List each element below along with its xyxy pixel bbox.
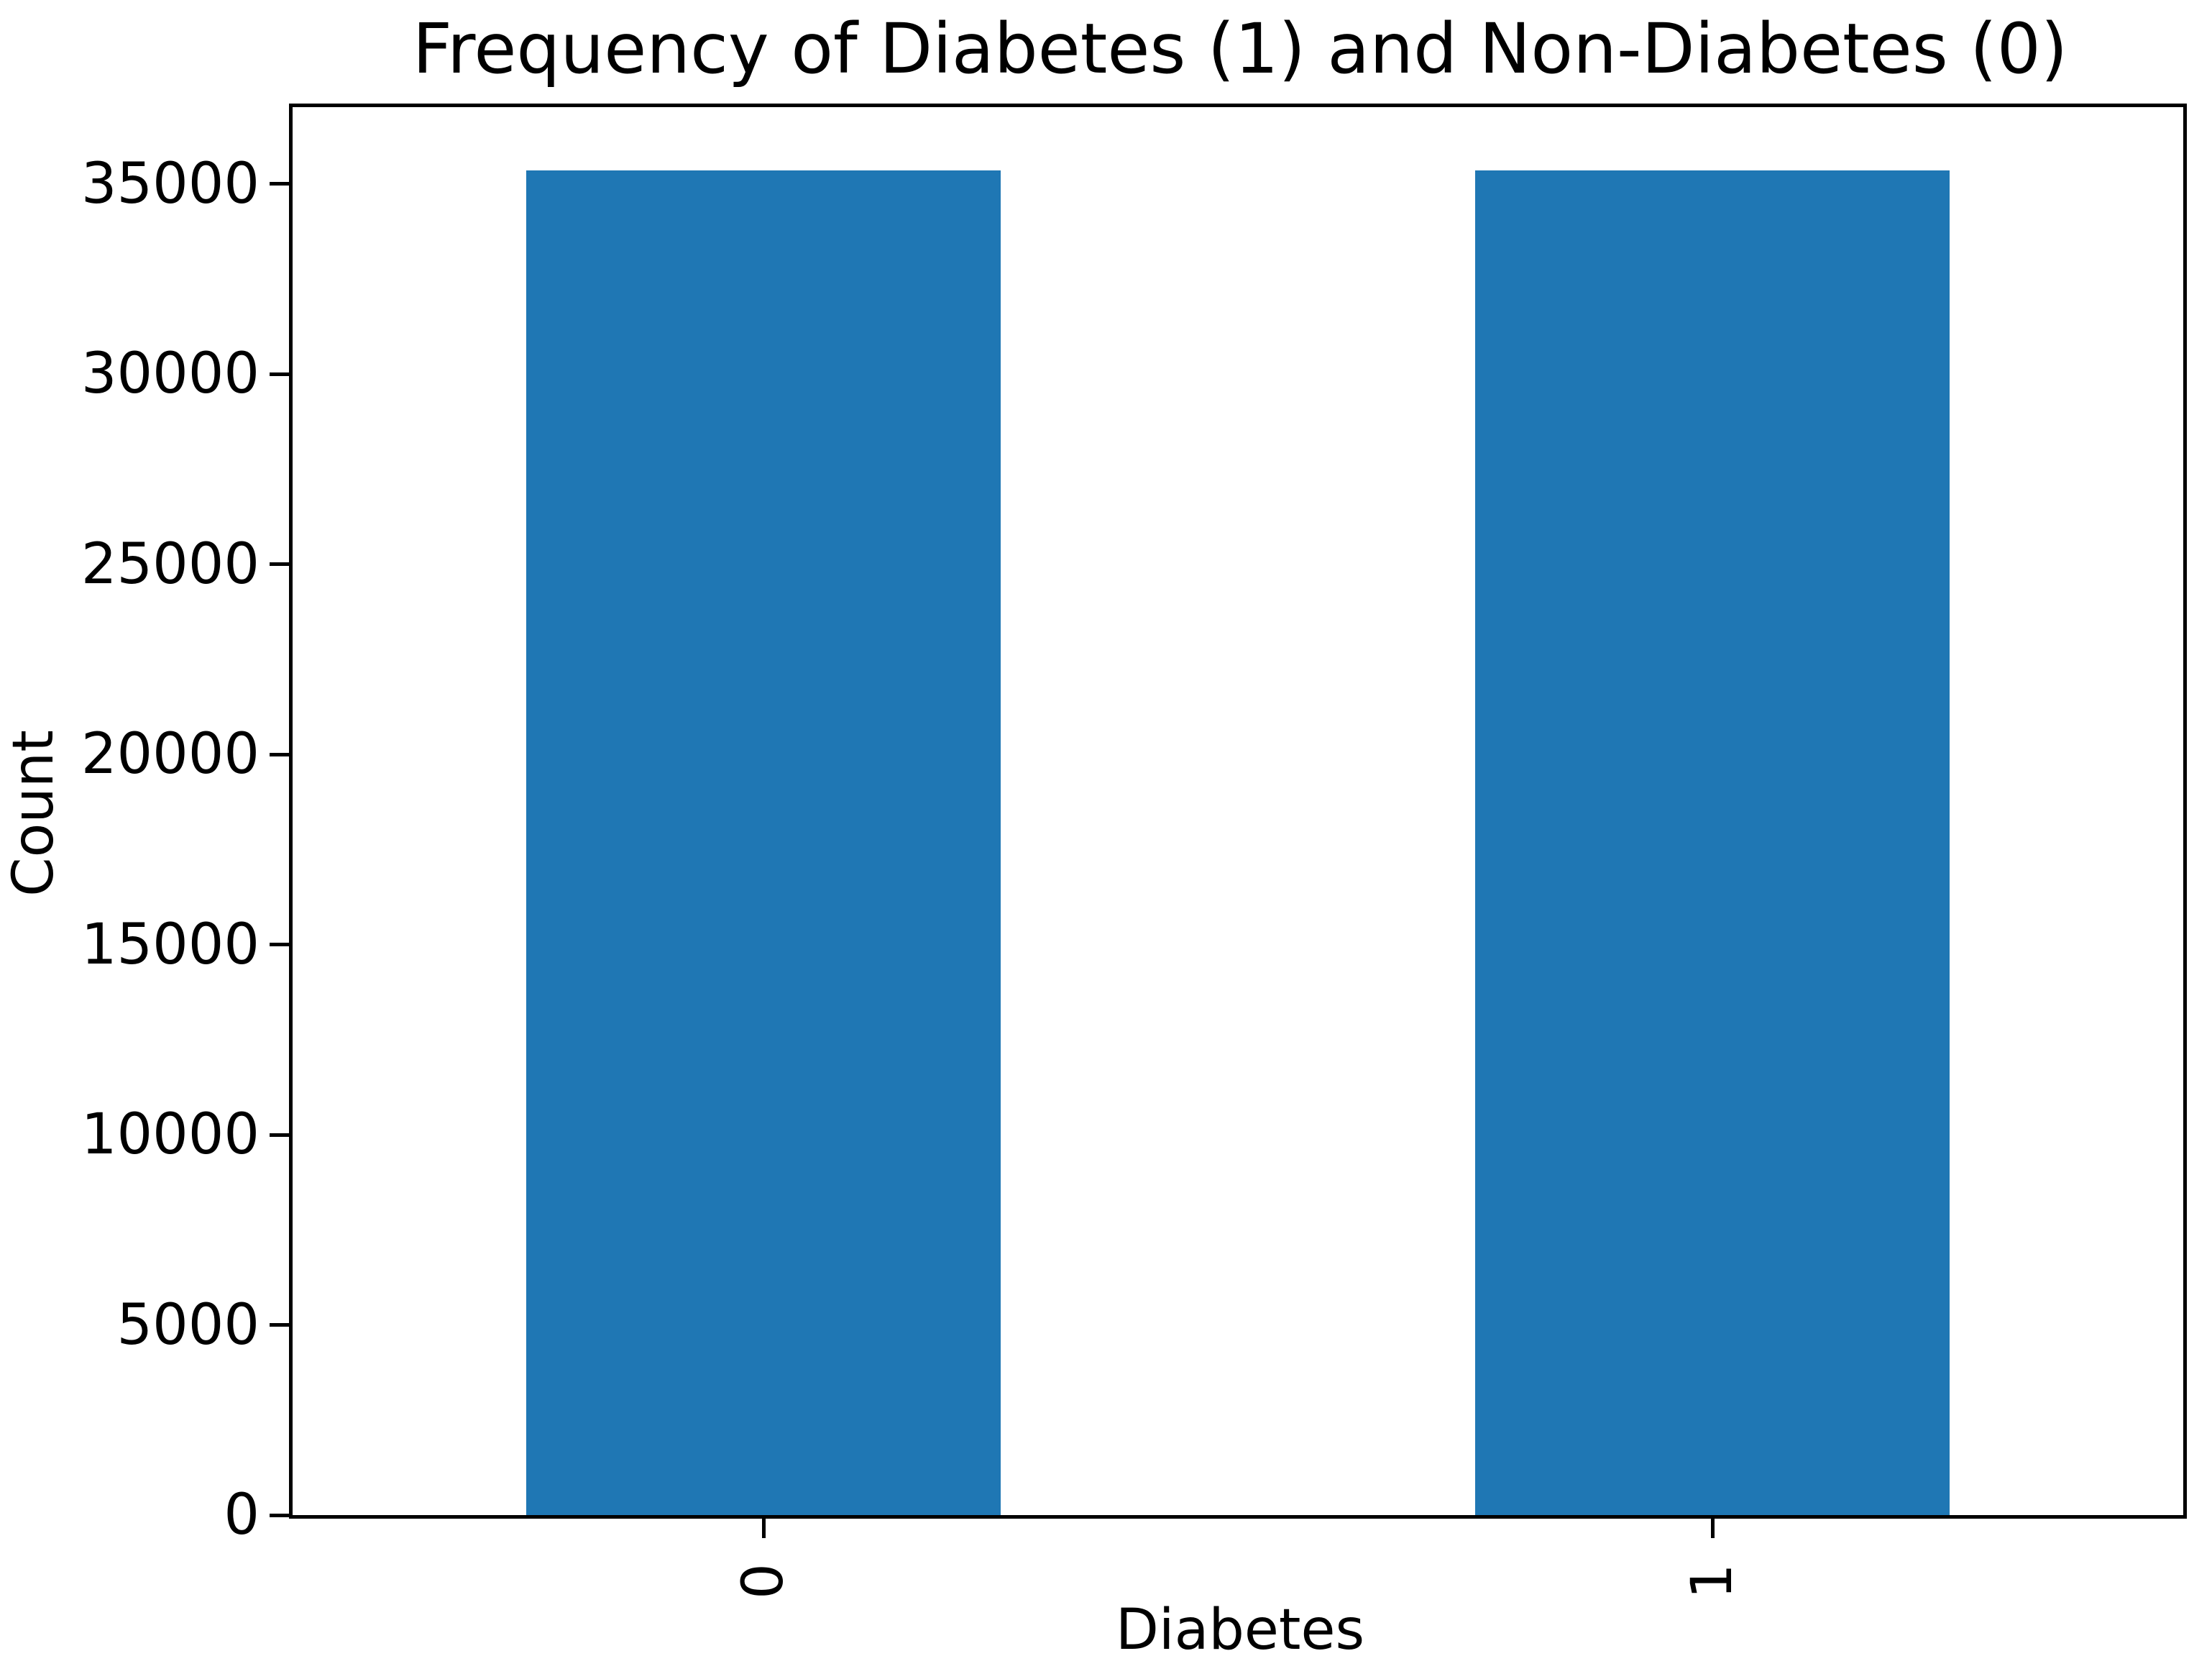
- x-axis-label: Diabetes: [1115, 1598, 1365, 1662]
- x-tick-mark: [761, 1519, 766, 1538]
- plot-area: [289, 104, 2187, 1519]
- y-tick-mark: [270, 1323, 289, 1327]
- y-tick-label: 30000: [81, 342, 260, 407]
- x-tick-label: 1: [1680, 1563, 1745, 1599]
- y-tick-mark: [270, 1513, 289, 1517]
- y-tick-mark: [270, 752, 289, 756]
- y-tick-label: 25000: [81, 531, 260, 597]
- y-tick-label: 5000: [116, 1292, 260, 1358]
- y-tick-mark: [270, 1133, 289, 1137]
- y-tick-mark: [270, 182, 289, 186]
- y-tick-mark: [270, 372, 289, 376]
- x-tick-mark: [1710, 1519, 1715, 1538]
- bar-category-0: [526, 170, 1001, 1519]
- chart-title: Frequency of Diabetes (1) and Non-Diabet…: [412, 9, 2068, 89]
- y-tick-label: 20000: [81, 722, 260, 787]
- y-tick-label: 0: [224, 1483, 260, 1547]
- y-tick-label: 10000: [81, 1102, 260, 1168]
- y-tick-mark: [270, 562, 289, 567]
- y-tick-label: 35000: [81, 151, 260, 216]
- y-tick-label: 15000: [81, 912, 260, 977]
- bar-category-1: [1475, 170, 1950, 1519]
- y-tick-mark: [270, 943, 289, 947]
- x-tick-label: 0: [731, 1563, 796, 1599]
